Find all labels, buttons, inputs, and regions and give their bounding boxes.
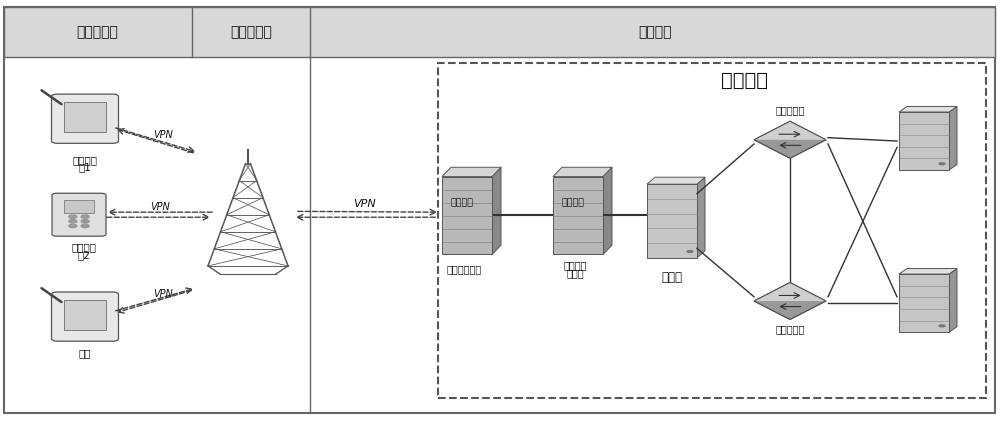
Text: 移动客户: 移动客户 — [72, 242, 96, 253]
Polygon shape — [442, 177, 492, 254]
Text: 移动客户端: 移动客户端 — [76, 25, 118, 39]
Polygon shape — [754, 282, 826, 301]
Circle shape — [81, 220, 89, 223]
Polygon shape — [647, 184, 697, 258]
Polygon shape — [442, 167, 501, 177]
Text: 移动客户: 移动客户 — [72, 155, 98, 165]
Text: 互联网防火墙: 互联网防火墙 — [446, 264, 482, 274]
Text: 安全三区: 安全三区 — [563, 260, 587, 270]
Polygon shape — [553, 167, 612, 177]
Bar — [64, 300, 106, 330]
Polygon shape — [553, 177, 603, 254]
Polygon shape — [949, 269, 957, 332]
Polygon shape — [754, 121, 826, 158]
Text: 移动互联网: 移动互联网 — [230, 25, 272, 39]
Bar — [438, 63, 986, 398]
Text: 安全三区: 安全三区 — [722, 71, 768, 91]
Bar — [4, 7, 995, 57]
Text: 端2: 端2 — [78, 250, 90, 260]
Polygon shape — [492, 167, 501, 254]
Polygon shape — [899, 112, 949, 170]
Circle shape — [69, 215, 77, 218]
Circle shape — [938, 162, 946, 165]
Text: VPN: VPN — [150, 202, 170, 212]
FancyBboxPatch shape — [52, 94, 119, 144]
Polygon shape — [697, 177, 705, 258]
Bar — [64, 200, 94, 213]
Polygon shape — [647, 177, 705, 184]
FancyBboxPatch shape — [52, 292, 119, 341]
Text: 端1: 端1 — [79, 163, 91, 173]
Text: VPN: VPN — [354, 199, 376, 209]
Text: 核心交换机: 核心交换机 — [775, 325, 805, 335]
Circle shape — [81, 215, 89, 218]
Text: 防火墙: 防火墙 — [566, 269, 584, 279]
Polygon shape — [754, 121, 826, 140]
Text: 端口映射: 端口映射 — [562, 198, 584, 208]
FancyBboxPatch shape — [52, 193, 106, 236]
Polygon shape — [949, 107, 957, 170]
Text: 端口映射: 端口映射 — [450, 198, 474, 208]
Bar — [64, 102, 106, 133]
Text: 手机: 手机 — [79, 349, 91, 359]
Text: 服务器端: 服务器端 — [638, 25, 672, 39]
Text: 服务器: 服务器 — [662, 272, 682, 284]
Circle shape — [81, 224, 89, 228]
Text: VPN: VPN — [153, 130, 173, 140]
Circle shape — [69, 220, 77, 223]
Polygon shape — [603, 167, 612, 254]
Polygon shape — [899, 107, 957, 112]
Circle shape — [69, 224, 77, 228]
Polygon shape — [899, 274, 949, 332]
Polygon shape — [754, 282, 826, 320]
Text: VPN: VPN — [153, 289, 173, 299]
Text: 核心交换机: 核心交换机 — [775, 105, 805, 115]
Polygon shape — [899, 269, 957, 274]
Circle shape — [938, 324, 946, 328]
Circle shape — [686, 250, 694, 253]
